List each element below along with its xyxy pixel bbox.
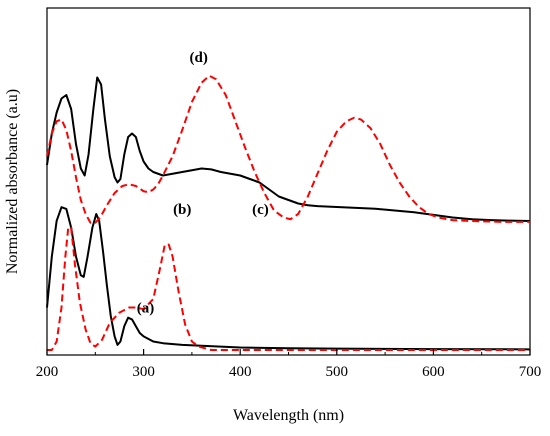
x-axis: 200 300 400 500 600 700: [36, 349, 542, 380]
series-labels: (a) (b) (c) (d): [137, 50, 269, 317]
x-axis-title: Wavelength (nm): [233, 407, 344, 424]
x-tick-label: 600: [422, 364, 445, 380]
x-tick-label: 200: [36, 364, 59, 380]
series-label-c: (c): [252, 202, 269, 218]
series-label-d: (d): [189, 50, 207, 66]
x-tick-label: 300: [132, 364, 155, 380]
x-tick-label: 700: [519, 364, 542, 380]
series-label-a: (a): [137, 301, 155, 317]
series-line-d: [46, 74, 530, 224]
series-line-a: [46, 206, 531, 351]
series-label-b: (b): [173, 202, 191, 218]
series-line-b: [47, 226, 530, 351]
series-line-c: [46, 76, 531, 222]
x-tick-label: 400: [229, 364, 252, 380]
x-tick-label: 500: [326, 364, 349, 380]
curves-layer: [46, 74, 531, 351]
y-axis-title: Normalized absorbance (a.u): [4, 89, 21, 274]
